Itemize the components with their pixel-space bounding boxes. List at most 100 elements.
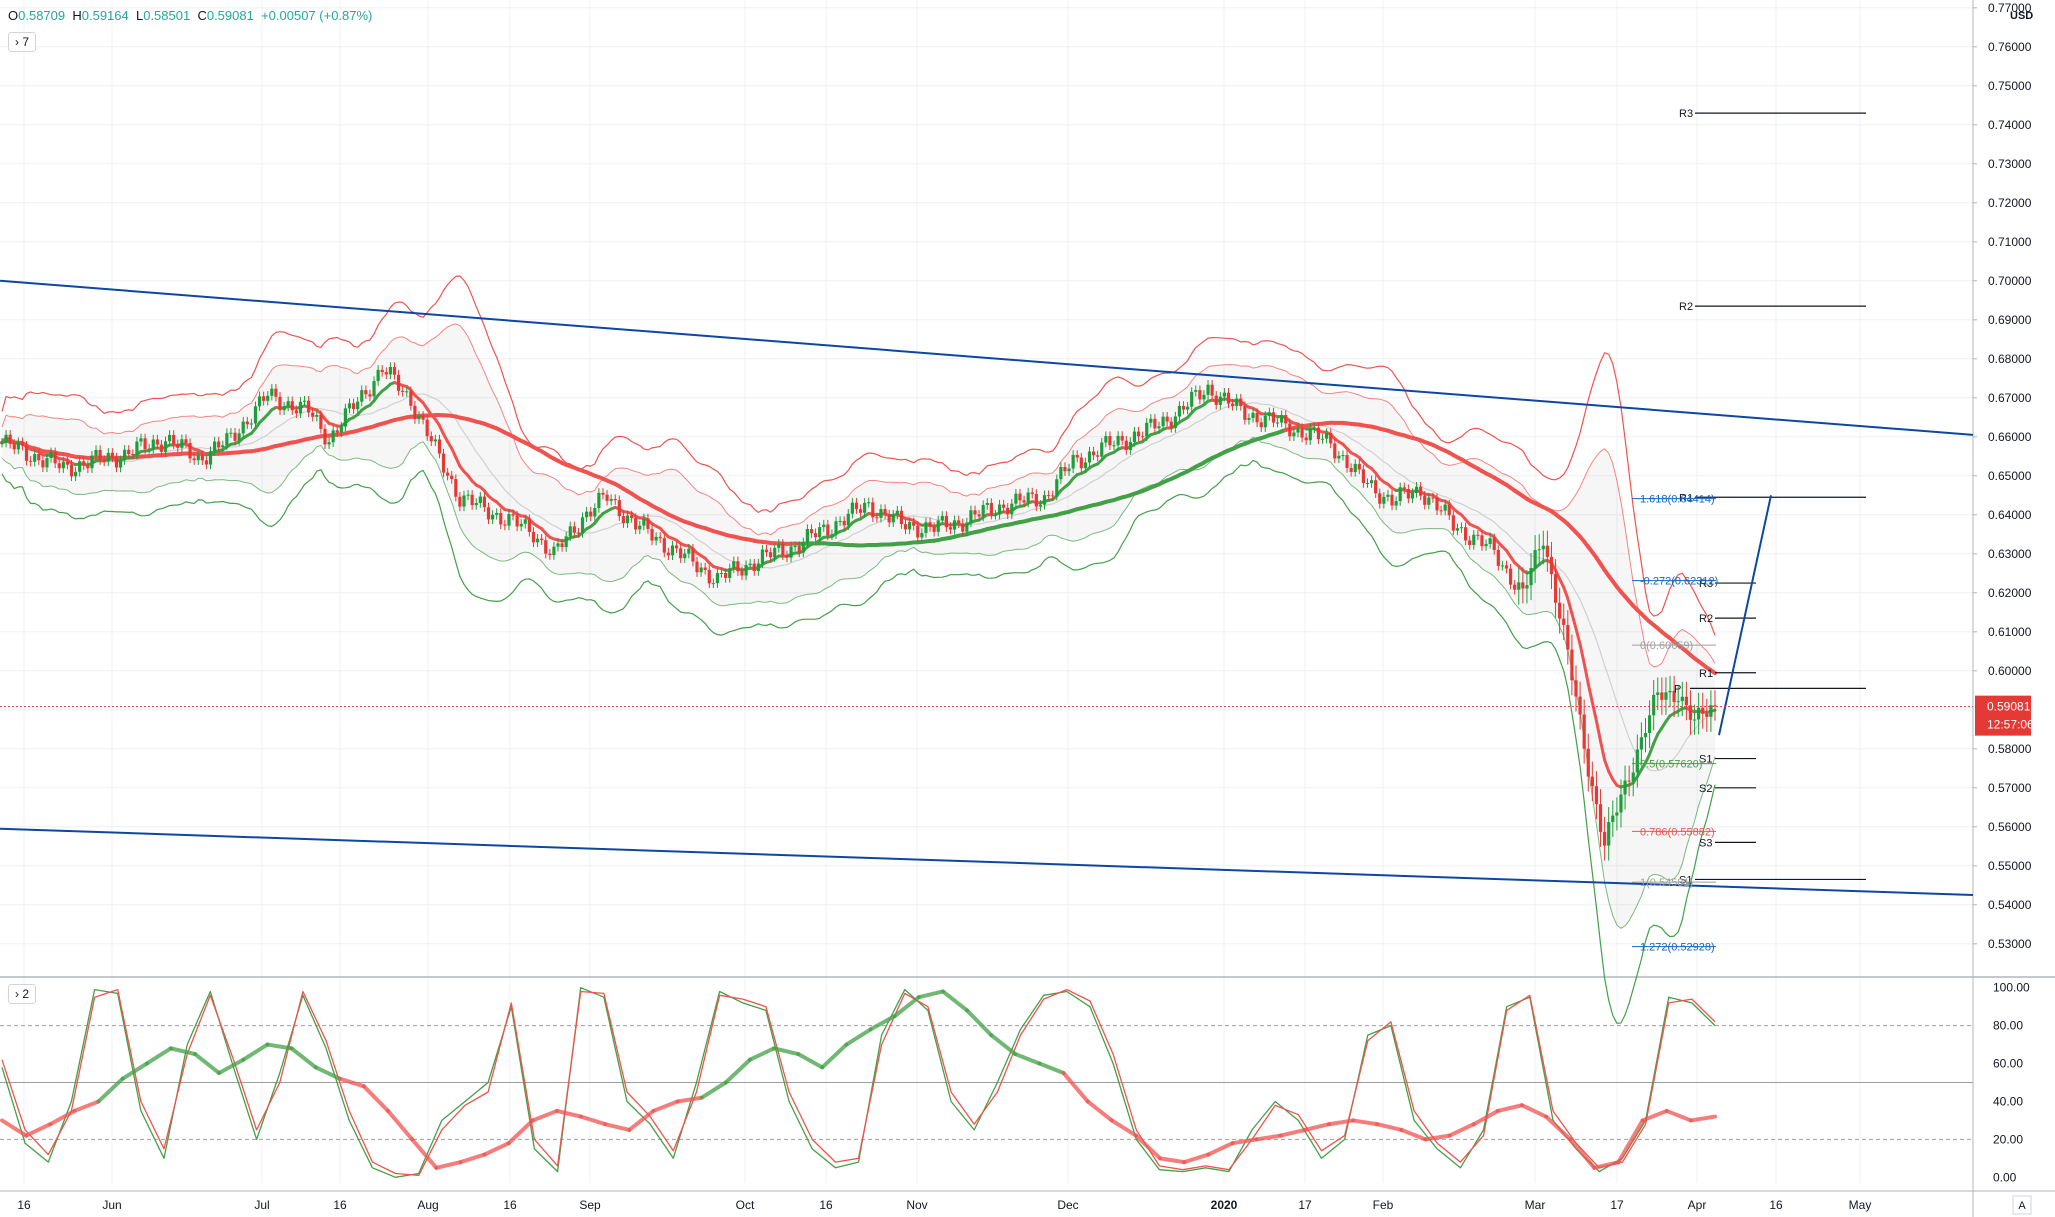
candle-body — [560, 543, 564, 548]
candle-body — [380, 369, 384, 373]
candle-up — [585, 506, 589, 522]
candle-body — [957, 520, 961, 524]
candle-down — [454, 474, 458, 502]
candle-up — [151, 434, 155, 454]
candle-down — [809, 524, 814, 538]
candle-up — [466, 490, 470, 501]
candle-body — [388, 366, 392, 375]
candle-body — [834, 521, 838, 535]
candle-up — [920, 528, 924, 543]
candle-body — [212, 441, 217, 452]
candle-body — [347, 403, 352, 409]
candle-body — [78, 461, 82, 472]
candle-down — [1508, 563, 1513, 590]
candle-down — [1329, 428, 1333, 449]
candle-body — [1603, 831, 1607, 846]
candle-body — [441, 453, 446, 473]
candle-body — [760, 549, 765, 564]
candle-body — [621, 516, 626, 524]
candle-body — [642, 518, 646, 526]
rsi-segment — [989, 1033, 1018, 1057]
candle-up — [789, 541, 793, 563]
pivot-label: P — [1674, 683, 1681, 695]
main-pane-toggle[interactable]: › 7 — [8, 32, 37, 52]
candle-up — [1398, 482, 1402, 506]
candle-body — [1002, 504, 1006, 508]
candle-down — [57, 458, 61, 473]
candle-body — [168, 434, 172, 442]
candle-up — [1010, 499, 1014, 520]
candle-body — [155, 439, 159, 445]
candle-body — [1128, 441, 1132, 451]
rsi-segment — [1326, 1118, 1356, 1127]
candle-body — [249, 423, 253, 425]
candle-body — [1124, 440, 1128, 451]
candle-down — [560, 538, 564, 552]
candle-body — [180, 439, 184, 448]
auto-scale-button[interactable] — [2012, 1195, 2032, 1215]
inner-upper-band — [1, 323, 1716, 668]
outer-lower-band — [1, 459, 1716, 1024]
fast-ema-segment — [1558, 577, 1566, 589]
candle-down — [973, 505, 977, 520]
rsi-segment — [337, 1076, 366, 1089]
candle-body — [1239, 398, 1243, 407]
candle-body — [1713, 705, 1717, 707]
candle-down — [82, 456, 86, 471]
candle-down — [131, 449, 135, 460]
candle-body — [1063, 467, 1067, 472]
candle-down — [1464, 522, 1468, 546]
time-tick-label: 16 — [819, 1198, 833, 1212]
candle-down — [961, 518, 965, 537]
candle-body — [883, 509, 887, 515]
candle-down — [752, 558, 756, 576]
candle-down — [1357, 459, 1361, 475]
candle-body — [1288, 423, 1292, 437]
candle-up — [654, 532, 658, 546]
rsi-segment — [1447, 1122, 1476, 1138]
candle-down — [1578, 681, 1582, 730]
candle-up — [1087, 446, 1092, 468]
candle-body — [82, 461, 86, 466]
candle-down — [245, 416, 249, 429]
candle-up — [1484, 539, 1488, 551]
candle-down — [421, 411, 425, 425]
candle-body — [924, 522, 928, 533]
candle-body — [405, 391, 409, 393]
candle-down — [1239, 393, 1243, 411]
osc-pane-toggle[interactable]: › 2 — [8, 984, 37, 1004]
candle-down — [1419, 481, 1423, 501]
candle-body — [818, 527, 822, 538]
candle-body — [1059, 467, 1063, 480]
candle-body — [585, 511, 589, 518]
candle-up — [940, 511, 944, 526]
candle-up — [760, 544, 765, 569]
candle-down — [736, 556, 740, 576]
candle-body — [1652, 694, 1656, 716]
projection-line — [1718, 495, 1772, 736]
candle-down — [977, 509, 981, 522]
candle-body — [1427, 497, 1431, 505]
candle-up — [507, 509, 511, 531]
candle-down — [1672, 675, 1676, 718]
ohlc-high-label: H — [72, 8, 82, 23]
candle-body — [4, 434, 8, 443]
rsi-segment — [579, 1114, 608, 1127]
rsi-segment — [458, 1152, 487, 1165]
candle-up — [1541, 530, 1545, 565]
candle-body — [73, 471, 78, 477]
time-tick-label: 2020 — [1211, 1198, 1238, 1212]
ohlc-close-label: C — [197, 8, 207, 23]
candle-down — [311, 407, 315, 422]
candle-up — [94, 445, 98, 461]
candle-up — [891, 509, 895, 528]
candle-body — [527, 519, 531, 532]
candle-body — [298, 401, 303, 414]
candle-body — [1513, 584, 1517, 590]
candle-body — [1120, 435, 1124, 441]
candle-body — [1296, 427, 1300, 433]
candle-body — [1607, 822, 1611, 846]
candle-up — [965, 517, 969, 537]
candle-down — [392, 362, 397, 380]
